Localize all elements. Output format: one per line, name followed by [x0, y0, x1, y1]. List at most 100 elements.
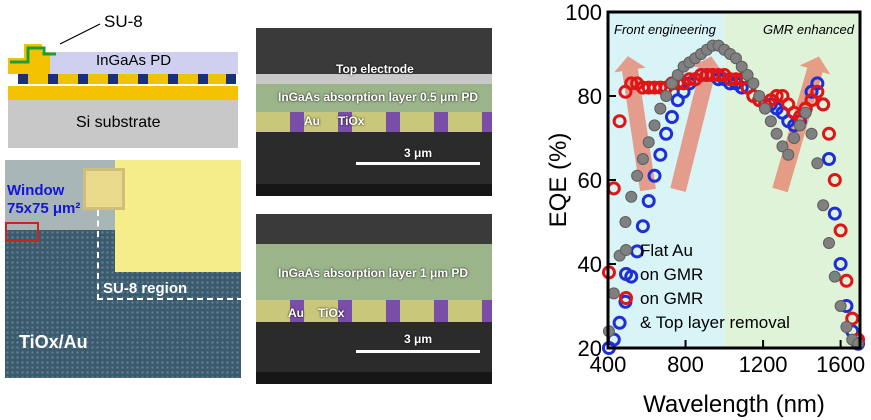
flat-au-point — [840, 321, 853, 333]
gmr-removal-point — [728, 72, 743, 87]
su8-region-label: SU-8 region — [103, 280, 188, 297]
gmr-point — [833, 257, 848, 271]
absorption-layer — [256, 244, 492, 300]
flat-au-point — [747, 77, 760, 90]
sem-image-bottom: InGaAs absorption layer 1 μm PD Au TiOx … — [256, 214, 492, 384]
gmr-removal-point — [810, 84, 825, 99]
legend-label: & Top layer removal — [640, 313, 790, 332]
window-size-label: 75x75 μm² — [7, 200, 81, 217]
y-tick-label: 60 — [578, 168, 602, 193]
ingaas-pd-label: InGaAs PD — [96, 52, 172, 69]
flat-au-point — [631, 169, 644, 182]
y-axis-label: EQE (%) — [545, 133, 572, 228]
flat-au-point — [770, 127, 783, 140]
eqe-chart: 20 40 60 80 100 400 800 1200 1600 Wavelength (nm)… — [530, 0, 871, 420]
flat-au-point — [782, 148, 795, 161]
top-electrode — [256, 74, 492, 84]
flat-au-point — [741, 69, 754, 81]
gmr-point — [659, 126, 674, 141]
flat-au-point — [654, 102, 667, 115]
flat-au-point — [793, 119, 806, 132]
gmr-removal-point — [833, 223, 848, 238]
eqe-chart-svg: 20 40 60 80 100 400 800 1200 1600 Wavelength (nm)… — [545, 0, 865, 418]
gmr-point — [647, 168, 662, 183]
scale-bar — [356, 162, 480, 165]
gmr-point — [641, 194, 656, 208]
window-pad — [83, 168, 125, 210]
flat-au-point — [642, 136, 655, 149]
gmr-point — [653, 147, 668, 162]
flat-au-point — [648, 119, 661, 132]
annotation-gmr-enhanced: GMR enhanced — [763, 22, 855, 37]
gmr-point — [810, 76, 825, 91]
gmr-point — [664, 110, 679, 124]
legend-marker — [619, 267, 633, 281]
x-axis-label: Wavelength (nm) — [643, 391, 825, 418]
y-tick-label: 40 — [578, 252, 602, 277]
legend-label: on GMR — [640, 265, 703, 284]
flat-au-point — [619, 216, 632, 228]
gmr-point — [612, 315, 627, 330]
grating-layer — [256, 112, 492, 132]
gmr-removal-point — [653, 80, 668, 95]
tiox-label: TiOx — [318, 306, 345, 320]
gmr-point — [635, 219, 650, 234]
absorption-layer-label: InGaAs absorption layer 0.5 μm PD — [278, 90, 479, 104]
gmr-removal-point — [769, 89, 784, 103]
gmr-removal-point — [839, 273, 854, 288]
grating-layer — [256, 300, 492, 322]
x-tick-label: 1200 — [739, 352, 788, 377]
sem-image-top: Top electrode InGaAs absorption layer 0.… — [256, 28, 492, 196]
absorption-layer — [256, 84, 492, 112]
flat-au-point — [776, 140, 789, 153]
legend-marker — [619, 291, 633, 305]
gmr-removal-point — [816, 97, 831, 112]
legend-label: Flat Au — [640, 241, 693, 260]
x-tick-label: 400 — [590, 352, 627, 377]
flat-au-point — [799, 106, 812, 119]
flat-au-point — [834, 300, 847, 312]
flat-au-point — [665, 77, 678, 90]
window-zoom-box — [5, 222, 39, 242]
scale-bar — [356, 350, 480, 353]
au-label: Au — [288, 306, 304, 320]
gmr-point — [827, 206, 842, 221]
y-tick-label: 20 — [578, 336, 602, 361]
top-electrode-label: Top electrode — [336, 62, 414, 76]
sem-info-bar — [256, 372, 492, 384]
flat-au-point — [607, 287, 620, 300]
flat-au-point — [828, 270, 841, 283]
au-label: Au — [304, 114, 320, 128]
legend-label: on GMR — [640, 289, 703, 308]
substrate-area — [256, 132, 492, 184]
gmr-removal-point — [711, 68, 726, 82]
flat-au-point — [729, 52, 742, 65]
sem-info-bar — [256, 184, 492, 196]
y-tick-label: 100 — [565, 0, 602, 25]
flat-au-point — [660, 90, 673, 102]
flat-au-point — [671, 69, 684, 81]
su8-label: SU-8 — [104, 12, 143, 31]
tiox-au-label: TiOx/Au — [19, 332, 88, 352]
flat-au-point — [817, 199, 830, 212]
gmr-removal-point — [682, 72, 697, 87]
su8-region — [115, 160, 241, 272]
flat-au-point — [822, 237, 835, 249]
flat-au-point — [759, 102, 772, 115]
gmr-removal-point — [821, 126, 836, 141]
flat-au-point — [788, 132, 801, 144]
flat-au-point — [764, 115, 777, 128]
x-tick-label: 800 — [667, 352, 704, 377]
optical-micrograph: Window 75x75 μm² SU-8 region TiOx/Au — [5, 160, 241, 378]
x-tick-label: 1600 — [816, 352, 865, 377]
absorption-layer-label: InGaAs absorption layer 1 μm PD — [278, 266, 469, 280]
flat-au-point — [753, 90, 766, 102]
su8-boundary — [97, 210, 241, 300]
gmr-removal-point — [845, 311, 860, 326]
substrate-area — [256, 322, 492, 372]
gmr-removal-point — [624, 76, 639, 91]
y-tick-label: 80 — [578, 84, 602, 109]
window-label: Window — [7, 182, 65, 199]
tiox-label: TiOx — [338, 114, 365, 128]
scale-label: 3 μm — [404, 332, 433, 346]
